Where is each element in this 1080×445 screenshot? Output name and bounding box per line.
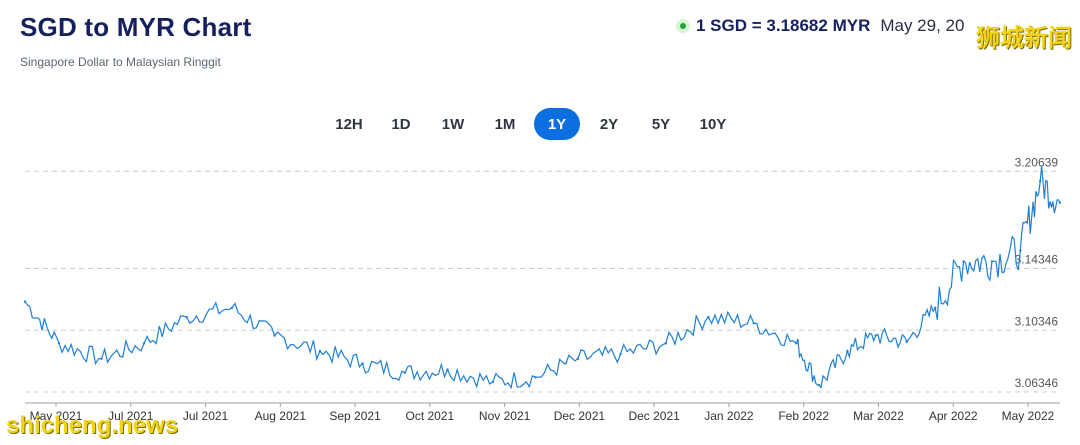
data-point — [491, 380, 495, 384]
data-point — [905, 340, 909, 343]
tab-2y[interactable]: 2Y — [599, 115, 619, 133]
y-tick-label: 3.14346 — [1015, 252, 1059, 266]
page-subtitle: Singapore Dollar to Malaysian Ringgit — [20, 55, 221, 69]
tab-5y[interactable]: 5Y — [651, 115, 671, 133]
x-tick-label: May 2022 — [1002, 409, 1055, 423]
data-point — [318, 349, 322, 353]
data-point — [57, 342, 61, 345]
data-point — [752, 322, 755, 325]
x-tick-label: Apr 2022 — [929, 409, 978, 423]
data-point — [1038, 179, 1042, 183]
data-point — [403, 371, 407, 374]
series-line — [24, 166, 1061, 390]
range-tabs: 12H 1D 1W 1M 1Y 2Y 5Y 10Y — [326, 108, 742, 140]
tab-10y[interactable]: 10Y — [699, 115, 727, 133]
tab-1d[interactable]: 1D — [391, 115, 411, 133]
data-point — [185, 315, 188, 319]
x-tick-label: Dec 2021 — [628, 409, 680, 423]
data-point — [23, 300, 27, 303]
tab-1w[interactable]: 1W — [441, 115, 465, 133]
rate-date: May 29, 20 — [880, 16, 965, 35]
x-tick-label: May 2021 — [30, 409, 83, 423]
tab-12h[interactable]: 12H — [335, 115, 363, 133]
x-tick-label: Dec 2021 — [554, 409, 606, 423]
data-point — [1058, 201, 1062, 204]
data-point — [1019, 249, 1022, 252]
y-tick-label: 3.06346 — [1015, 376, 1059, 390]
watermark-bottom: shicheng.news — [6, 412, 179, 439]
x-tick-label: Jul 2021 — [183, 409, 229, 423]
x-tick-label: Oct 2021 — [405, 409, 454, 423]
data-point — [934, 306, 937, 309]
current-rate: 1 SGD = 3.18682 MYR May 29, 20 — [676, 16, 964, 36]
data-point — [664, 342, 668, 345]
data-point — [707, 315, 710, 319]
tab-1m[interactable]: 1M — [494, 115, 516, 133]
x-tick-label: Jul 2021 — [108, 409, 154, 423]
data-point — [273, 334, 276, 337]
x-tick-label: Aug 2021 — [255, 409, 307, 423]
data-point — [795, 342, 798, 345]
y-tick-label: 3.10346 — [1015, 314, 1059, 328]
page-title: SGD to MYR Chart — [20, 12, 252, 42]
x-tick-label: Sep 2021 — [329, 409, 381, 423]
x-tick-label: Jan 2022 — [704, 409, 754, 423]
x-tick-label: Feb 2022 — [778, 409, 829, 423]
live-status-icon — [676, 19, 690, 33]
data-point — [990, 260, 994, 263]
watermark-top: 狮城新闻 — [976, 25, 1072, 52]
data-point — [446, 368, 449, 371]
data-point — [361, 362, 364, 365]
x-tick-label: Mar 2022 — [853, 409, 904, 423]
data-point — [142, 342, 146, 345]
data-point — [874, 334, 877, 337]
data-point — [962, 260, 965, 263]
data-point — [846, 349, 849, 353]
tab-1y[interactable]: 1Y — [534, 108, 580, 140]
y-tick-label: 3.20639 — [1015, 155, 1059, 169]
x-tick-label: Nov 2021 — [479, 409, 531, 423]
data-point — [100, 357, 103, 360]
data-point — [230, 306, 234, 309]
data-point — [576, 357, 580, 360]
data-point — [619, 352, 622, 356]
data-point — [817, 383, 821, 387]
data-point — [534, 376, 537, 379]
rate-chart[interactable]: 3.06346 3.10346 3.14346 3.20639 May 2021 Jul … — [0, 150, 1080, 425]
rate-value: 1 SGD = 3.18682 MYR — [696, 16, 871, 35]
